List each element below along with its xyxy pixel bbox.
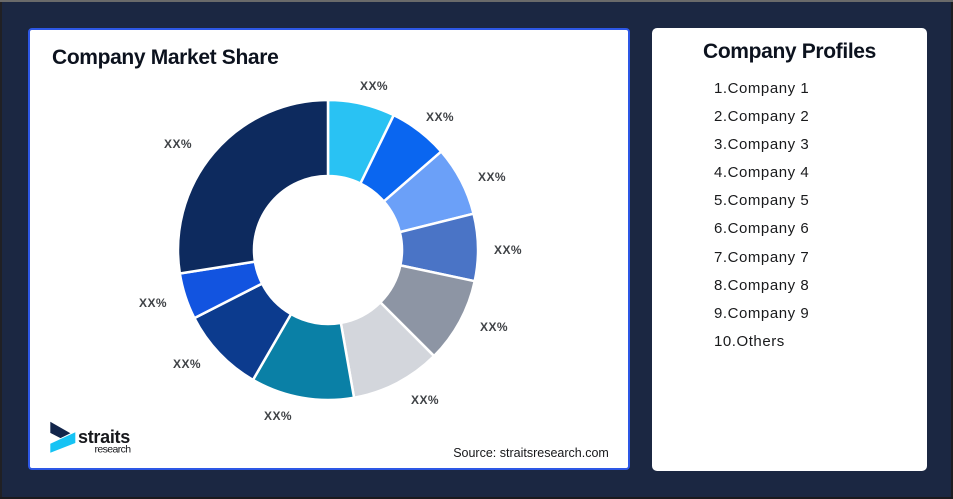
svg-text:research: research bbox=[95, 443, 132, 455]
svg-text:straits: straits bbox=[78, 427, 130, 447]
